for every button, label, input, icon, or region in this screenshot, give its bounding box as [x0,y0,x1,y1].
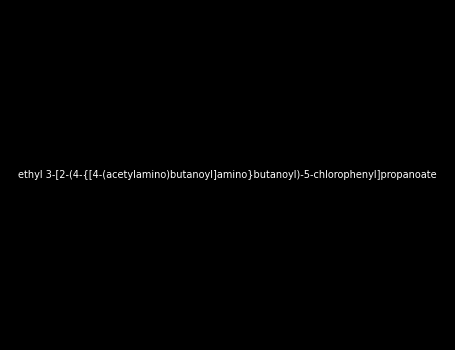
Text: ethyl 3-[2-(4-{[4-(acetylamino)butanoyl]amino}butanoyl)-5-chlorophenyl]propanoat: ethyl 3-[2-(4-{[4-(acetylamino)butanoyl]… [18,170,437,180]
